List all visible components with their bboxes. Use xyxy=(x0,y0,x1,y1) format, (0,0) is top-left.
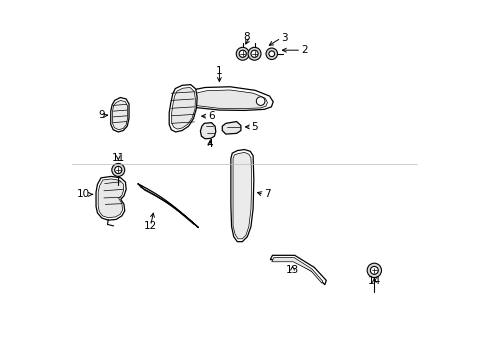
Circle shape xyxy=(265,48,277,59)
Text: 3: 3 xyxy=(281,33,287,43)
Text: 2: 2 xyxy=(301,45,307,55)
Circle shape xyxy=(250,50,258,57)
Polygon shape xyxy=(169,85,197,132)
Circle shape xyxy=(236,47,249,60)
Text: 8: 8 xyxy=(243,32,249,41)
Text: 6: 6 xyxy=(207,111,214,121)
Circle shape xyxy=(366,263,381,278)
Circle shape xyxy=(239,50,246,57)
Text: 12: 12 xyxy=(143,221,157,231)
Polygon shape xyxy=(98,179,123,218)
Text: 11: 11 xyxy=(111,153,124,163)
Polygon shape xyxy=(178,87,273,111)
Text: 7: 7 xyxy=(264,189,270,199)
Polygon shape xyxy=(270,255,325,285)
Text: 14: 14 xyxy=(367,276,380,286)
Text: 9: 9 xyxy=(98,111,104,121)
Polygon shape xyxy=(183,90,267,109)
Text: 13: 13 xyxy=(285,265,299,275)
Polygon shape xyxy=(110,98,129,132)
Polygon shape xyxy=(271,257,322,283)
Polygon shape xyxy=(230,149,253,242)
Text: 10: 10 xyxy=(76,189,89,199)
Circle shape xyxy=(268,51,274,57)
Polygon shape xyxy=(137,184,198,228)
Circle shape xyxy=(247,47,261,60)
Circle shape xyxy=(115,166,122,174)
Polygon shape xyxy=(200,123,215,139)
Circle shape xyxy=(112,163,124,176)
Polygon shape xyxy=(222,122,241,134)
Polygon shape xyxy=(112,100,127,130)
Circle shape xyxy=(369,266,378,274)
Polygon shape xyxy=(171,87,195,129)
Circle shape xyxy=(256,97,264,105)
Text: 4: 4 xyxy=(206,139,213,149)
Polygon shape xyxy=(233,152,251,239)
Text: 5: 5 xyxy=(251,122,258,132)
Polygon shape xyxy=(96,176,126,220)
Text: 1: 1 xyxy=(216,66,222,76)
